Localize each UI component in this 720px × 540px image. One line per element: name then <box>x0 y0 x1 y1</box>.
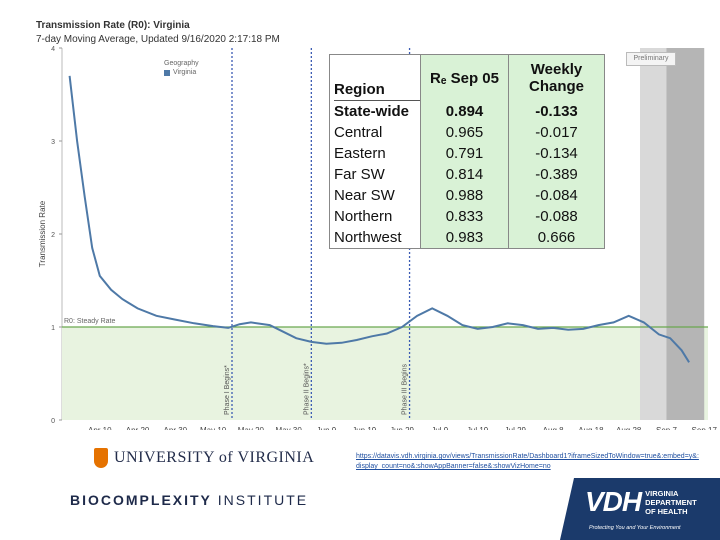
table-row: Far SW 0.814 -0.389 <box>329 164 605 185</box>
region-change: -0.133 <box>508 101 605 122</box>
uva-wordmark: UNIVERSITY of VIRGINIA <box>114 449 315 466</box>
series-line-virginia <box>68 75 690 363</box>
dashboard-link[interactable]: https://datavis.vdh.virginia.gov/views/T… <box>356 453 699 470</box>
y-tick-label: 3 <box>51 139 55 146</box>
region-change: 0.666 <box>508 227 605 249</box>
header-rt: Rₑ Sep 05 <box>420 54 509 101</box>
uva-logo: UNIVERSITY of VIRGINIA <box>94 448 314 468</box>
vdh-tagline: Protecting You and Your Environment <box>589 525 681 531</box>
x-tick-label: Jul 19 <box>467 426 489 430</box>
x-tick-label: Apr 20 <box>126 426 150 430</box>
x-tick-label: Aug 28 <box>616 426 642 430</box>
table-row: Near SW 0.988 -0.084 <box>329 185 605 206</box>
x-tick-label: Jun 9 <box>317 426 337 430</box>
x-tick-label: Jul 9 <box>431 426 448 430</box>
vdh-logo-background <box>560 478 720 540</box>
region-name: Eastern <box>329 143 421 164</box>
x-tick-label: May 20 <box>238 426 265 430</box>
vdh-department: VIRGINIA DEPARTMENT OF HEALTH <box>645 488 697 516</box>
preliminary-band-dark <box>666 48 705 420</box>
below-steady-region <box>62 327 708 420</box>
x-tick-label: Jun 19 <box>352 426 377 430</box>
x-tick-label: Sep 17 <box>692 426 718 430</box>
regional-rt-table: Region Rₑ Sep 05 Weekly Change State-wid… <box>329 54 605 249</box>
bio-wordmark-rest: INSTITUTE <box>217 492 309 508</box>
region-rt: 0.965 <box>420 122 509 143</box>
x-tick-label: Jul 29 <box>505 426 527 430</box>
table-row: State-wide 0.894 -0.133 <box>329 101 605 122</box>
preliminary-label: Preliminary <box>626 52 676 66</box>
region-rt: 0.988 <box>420 185 509 206</box>
region-rt: 0.833 <box>420 206 509 227</box>
x-tick-label: May 30 <box>276 426 303 430</box>
legend: Geography Virginia <box>164 60 199 76</box>
x-tick-label: Sep 7 <box>656 426 677 430</box>
bio-wordmark-bold: BIOCOMPLEXITY <box>70 492 212 508</box>
y-tick-label: 2 <box>51 232 55 239</box>
header-change-line2: Change <box>528 78 584 95</box>
x-tick-label: May 10 <box>200 426 227 430</box>
region-change: -0.084 <box>508 185 605 206</box>
legend-item-label: Virginia <box>173 69 197 76</box>
header-region: Region <box>329 54 421 101</box>
region-rt: 0.894 <box>420 101 509 122</box>
y-axis-label: Transmission Rate <box>38 200 47 267</box>
region-name: State-wide <box>329 101 421 122</box>
region-rt: 0.791 <box>420 143 509 164</box>
header-change-line1: Weekly <box>530 61 583 78</box>
region-change: -0.134 <box>508 143 605 164</box>
region-name: Northwest <box>329 227 421 249</box>
region-name: Northern <box>329 206 421 227</box>
x-tick-label: Aug 18 <box>578 426 604 430</box>
region-change: -0.017 <box>508 122 605 143</box>
phase-label: Phase III Begins <box>402 364 409 415</box>
phase-label: Phase II Begins* <box>303 363 310 415</box>
legend-title: Geography <box>164 60 199 67</box>
table-row: Eastern 0.791 -0.134 <box>329 143 605 164</box>
chart-subtitle: 7-day Moving Average, Updated 9/16/2020 … <box>36 34 280 45</box>
table-row: Northwest 0.983 0.666 <box>329 227 605 249</box>
table-header-row: Region Rₑ Sep 05 Weekly Change <box>329 54 605 101</box>
region-change: -0.088 <box>508 206 605 227</box>
table-row: Central 0.965 -0.017 <box>329 122 605 143</box>
y-tick-label: 4 <box>51 46 55 53</box>
region-change: -0.389 <box>508 164 605 185</box>
chart-title: Transmission Rate (R0): Virginia <box>36 20 190 31</box>
legend-swatch <box>164 69 170 76</box>
x-tick-label: Aug 8 <box>543 426 564 430</box>
region-name: Far SW <box>329 164 421 185</box>
phase-label: Phase I Begins* <box>224 365 231 415</box>
vdh-logo: VDH VIRGINIA DEPARTMENT OF HEALTH <box>585 486 707 518</box>
preliminary-band-light <box>640 48 667 420</box>
vdh-wordmark: VDH <box>585 486 642 517</box>
y-tick-label: 0 <box>51 418 55 425</box>
steady-rate-label: R0: Steady Rate <box>64 318 115 325</box>
x-tick-label: Apr 10 <box>88 426 112 430</box>
region-name: Near SW <box>329 185 421 206</box>
y-tick-label: 1 <box>51 325 55 332</box>
table-row: Northern 0.833 -0.088 <box>329 206 605 227</box>
x-tick-label: Jun 29 <box>390 426 415 430</box>
region-rt: 0.814 <box>420 164 509 185</box>
biocomplexity-logo: BIOCOMPLEXITY INSTITUTE <box>70 492 308 508</box>
uva-shield-icon <box>94 448 108 468</box>
transmission-rate-chart: R0: Steady Rate 0 1 2 3 4 Transmission Rate Apr… <box>38 46 718 430</box>
region-name: Central <box>329 122 421 143</box>
header-weekly-change: Weekly Change <box>508 54 605 101</box>
legend-item-virginia[interactable]: Virginia <box>164 69 199 76</box>
x-tick-label: Apr 30 <box>164 426 188 430</box>
region-rt: 0.983 <box>420 227 509 249</box>
